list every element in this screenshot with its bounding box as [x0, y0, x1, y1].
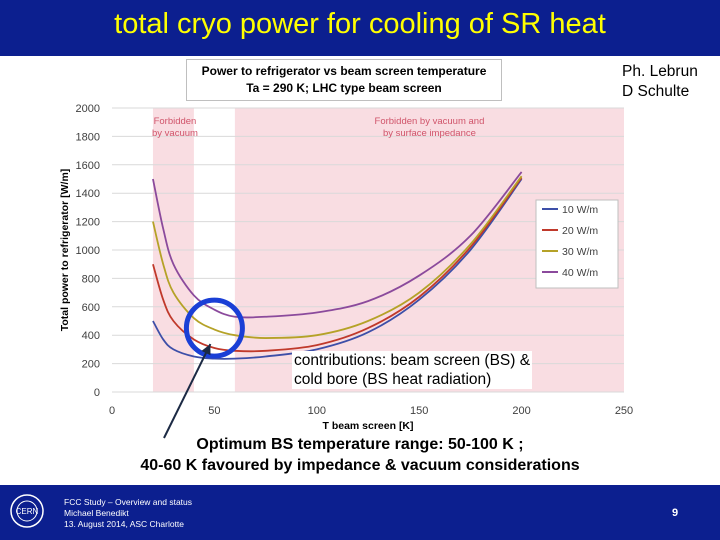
optimum-line-1: Optimum BS temperature range: 50-100 K ; [196, 436, 524, 453]
series-line-3 [152, 175, 523, 339]
region-label-2-2: by surface impedance [383, 128, 476, 139]
author-2: D Schulte [622, 83, 690, 100]
y-tick-label-200: 200 [82, 359, 100, 371]
legend-label-2: 20 W/m [562, 225, 598, 237]
title-bar [0, 0, 720, 56]
x-tick-label-0: 0 [109, 405, 115, 417]
region-label-1-2: by vacuum [152, 128, 198, 139]
footer-line-3: 13. August 2014, ASC Charlotte [64, 519, 185, 529]
optimum-range-text: Optimum BS temperature range: 50-100 K ;… [0, 434, 720, 476]
note-line-1: contributions: beam screen (BS) & [294, 352, 531, 369]
region-label-1-1: Forbidden [154, 116, 197, 127]
y-tick-label-1600: 1600 [76, 160, 100, 172]
arrow-head-icon [201, 344, 211, 356]
cern-logo-icon: CERN [10, 494, 44, 528]
arrow-icon [163, 343, 212, 439]
note-line-2: cold bore (BS heat radiation) [294, 371, 492, 388]
footer-text: FCC Study – Overview and status Michael … [64, 497, 192, 530]
svg-text:CERN: CERN [16, 507, 39, 516]
x-tick-label-250: 250 [615, 405, 633, 417]
chart-title-line-2: Ta = 290 K; LHC type beam screen [246, 81, 442, 95]
y-tick-label-1400: 1400 [76, 188, 100, 200]
footer-line-2: Michael Benedikt [64, 508, 129, 518]
y-tick-label-400: 400 [82, 330, 100, 342]
page-number: 9 [671, 507, 679, 519]
y-tick-label-1200: 1200 [76, 217, 100, 229]
legend-box [535, 199, 619, 289]
y-tick-label-2000: 2000 [76, 103, 100, 115]
x-tick-label-200: 200 [512, 405, 530, 417]
y-tick-label-800: 800 [82, 273, 100, 285]
authors: Ph. Lebrun D Schulte [622, 62, 698, 102]
contributions-note: contributions: beam screen (BS) & cold b… [292, 351, 533, 389]
region-label-2-1: Forbidden by vacuum and [375, 116, 485, 127]
optimum-line-2: 40-60 K favoured by impedance & vacuum c… [140, 457, 580, 474]
legend-label-1: 10 W/m [562, 204, 598, 216]
footer-line-1: FCC Study – Overview and status [64, 497, 193, 507]
y-tick-label-1800: 1800 [76, 131, 100, 143]
x-tick-label-50: 50 [208, 405, 220, 417]
author-1: Ph. Lebrun [622, 63, 698, 80]
y-tick-label-600: 600 [82, 302, 100, 314]
y-tick-label-0: 0 [94, 387, 100, 399]
chart-title-line-1: Power to refrigerator vs beam screen tem… [201, 64, 487, 78]
series-line-4 [152, 171, 523, 319]
series-line-1 [152, 178, 523, 360]
x-tick-label-150: 150 [410, 405, 428, 417]
optimum-marker-circle [183, 297, 245, 359]
series-line-2 [152, 177, 523, 353]
footer-bar [0, 485, 720, 540]
y-tick-label-1000: 1000 [76, 245, 100, 257]
slide-title: total cryo power for cooling of SR heat [114, 8, 606, 40]
chart-title-box: Power to refrigerator vs beam screen tem… [186, 59, 502, 101]
legend-label-4: 40 W/m [562, 267, 598, 279]
x-axis-label: T beam screen [K] [322, 420, 413, 432]
y-axis-label: Total power to refrigerator [W/m] [59, 169, 71, 332]
legend-label-3: 30 W/m [562, 246, 598, 258]
x-tick-label-100: 100 [308, 405, 326, 417]
